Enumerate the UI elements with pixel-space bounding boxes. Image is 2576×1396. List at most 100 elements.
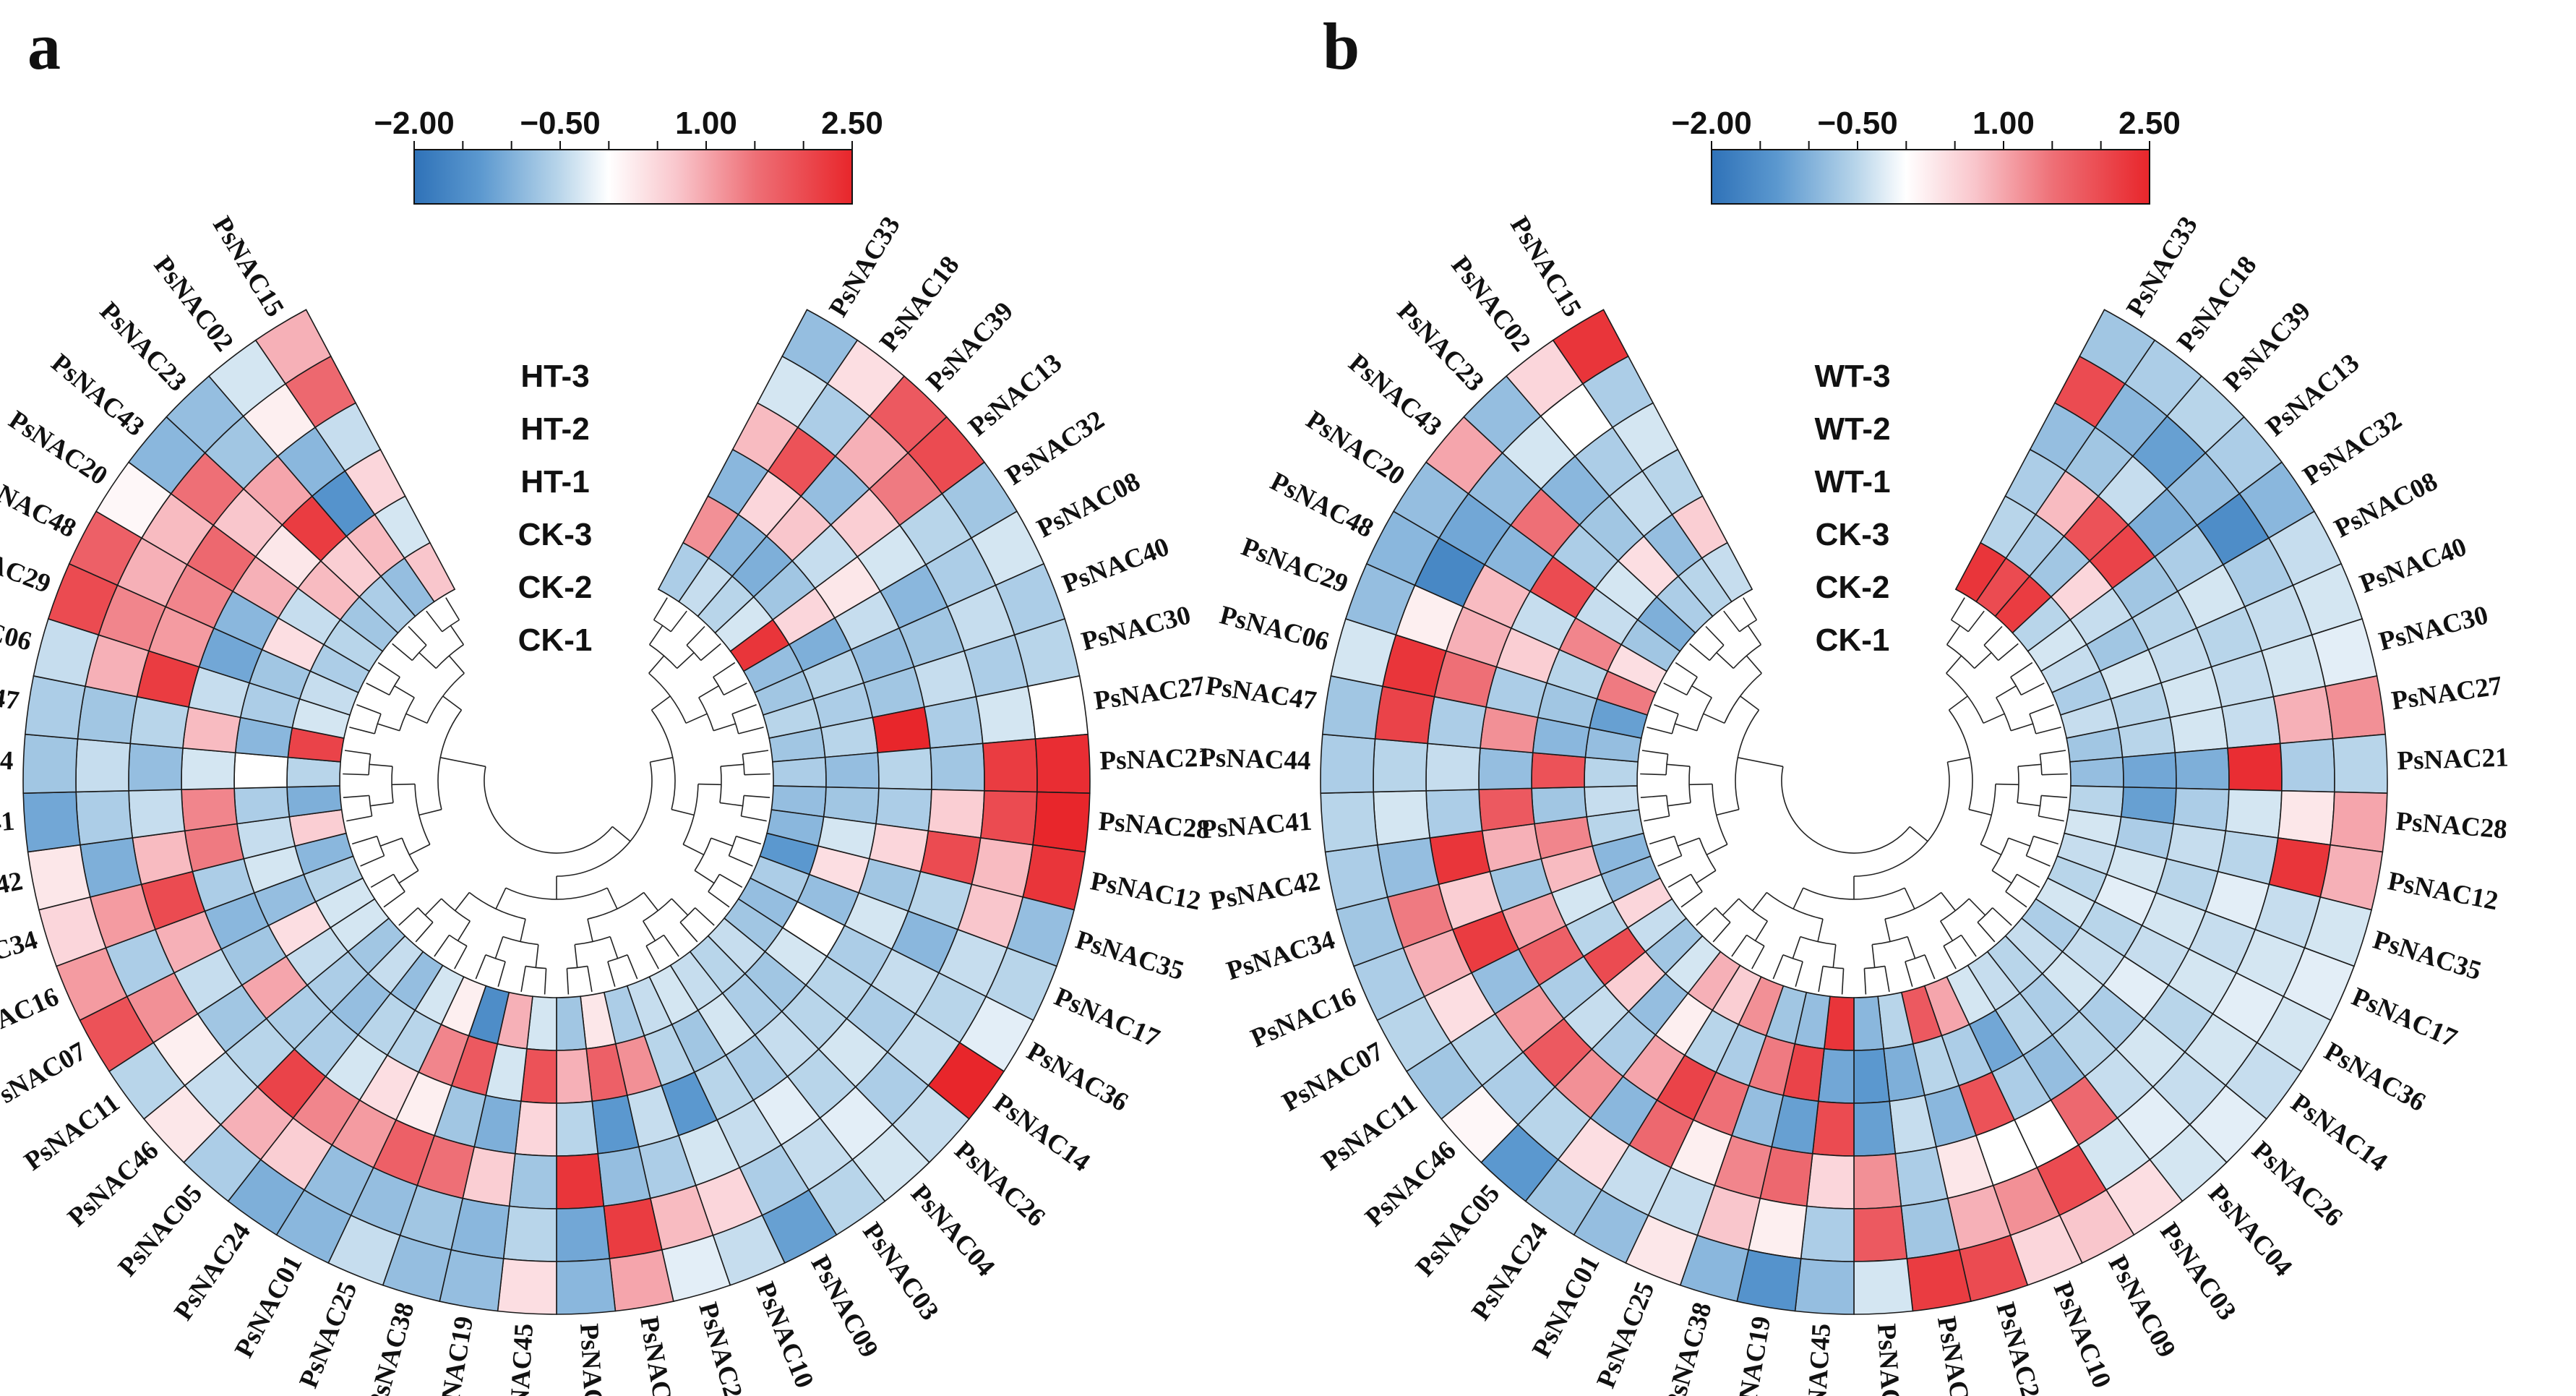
colorbar-tick-label: 2.50 (2118, 106, 2181, 141)
colorbar-tick-label: 2.50 (821, 106, 883, 141)
gene-label: PsNAC48 (0, 466, 81, 544)
heatmap-cell (254, 309, 332, 385)
heatmap-cell (2069, 756, 2124, 788)
heatmap-cell (2279, 738, 2335, 793)
heatmap-cell (1853, 1205, 1908, 1262)
heatmap-cell (1034, 733, 1091, 794)
heatmap-cell (1478, 747, 1534, 790)
heatmap-cell (556, 995, 588, 1051)
gene-label: PsNAC25 (1591, 1278, 1660, 1392)
gene-label: PsNAC03 (2154, 1217, 2242, 1326)
heatmap-cell (824, 752, 880, 789)
gene-label: PsNAC45 (1800, 1323, 1836, 1396)
heatmap-cell (975, 685, 1036, 745)
heatmap-cell (2324, 675, 2387, 740)
heatmap-cell (927, 789, 985, 839)
heatmap-cell (609, 1249, 674, 1312)
heatmap-cell (1853, 1258, 1914, 1315)
ring-label-ck-1: CK-1 (518, 622, 593, 658)
colorbar-tick-label: 1.00 (1972, 106, 2035, 141)
gene-label: PsNAC32 (2298, 405, 2407, 491)
heatmap-cell (181, 747, 236, 790)
ring-label-ht-2: HT-2 (520, 411, 589, 447)
gene-label: PsNAC01 (1527, 1251, 1606, 1363)
heatmap-cell (1853, 1100, 1897, 1157)
heatmap-cell (128, 789, 186, 839)
gene-label: PsNAC39 (2218, 296, 2317, 398)
heatmap-cell (1531, 786, 1588, 825)
gene-label: PsNAC31 (1931, 1314, 1979, 1396)
gene-label: PsNAC37 (1871, 1323, 1907, 1396)
dendrogram-a (343, 597, 770, 995)
heatmap-cell (982, 738, 1038, 793)
gene-label: PsNAC40 (2356, 532, 2470, 599)
gene-label: PsNAC33 (823, 211, 906, 322)
colorbar-tick-label: −2.00 (374, 106, 454, 141)
gene-label: PsNAC27 (1092, 671, 1206, 716)
gene-label: PsNAC35 (1072, 925, 1187, 987)
gene-label: PsNAC06 (1216, 600, 1332, 656)
gene-label: PsNAC38 (1659, 1299, 1718, 1396)
heatmap-cell (1321, 675, 1383, 740)
gene-label: PsNAC43 (1343, 348, 1448, 442)
gene-label: PsNAC23 (94, 296, 192, 398)
heatmap-cell (1906, 1249, 1972, 1312)
heatmap-cell (1800, 1205, 1855, 1262)
ring-label-ck-2: CK-2 (518, 570, 593, 605)
heatmap-panel-a: −2.00 −0.50 1.00 2.50 HT-3 HT-2 HT-1 CK-3 CK-2 CK… (0, 106, 1211, 1396)
heatmap-cell (2227, 742, 2283, 792)
heatmap-cell (1425, 789, 1483, 839)
colorbar-b (1712, 150, 2150, 204)
heatmap-cell (556, 1205, 611, 1262)
heatmap-cell (1853, 1048, 1891, 1104)
gene-label: PsNAC44 (1199, 742, 1311, 776)
colorbar-tick-label: −0.50 (1817, 106, 1897, 141)
heatmap-cell (2121, 752, 2177, 789)
gene-label: PsNAC32 (1000, 405, 1109, 491)
heatmap-cell (233, 786, 291, 825)
gene-label: PsNAC29 (1237, 532, 1352, 599)
ring-label-ht-1: HT-1 (520, 464, 589, 500)
heatmap-cell (24, 675, 86, 740)
heatmap-cell (556, 1152, 605, 1209)
heatmap-cell (929, 742, 985, 792)
heatmap-cell (1320, 791, 1378, 853)
heatmap-cell (556, 1100, 599, 1157)
gene-label: PsNAC02 (1445, 251, 1536, 357)
gene-label: PsNAC18 (2171, 251, 2262, 357)
gene-label: PsNAC02 (147, 251, 239, 357)
dendrogram-b (1640, 597, 2068, 995)
gene-label: PsNAC38 (361, 1299, 421, 1396)
ring-label-ck-3: CK-3 (518, 517, 593, 552)
heatmap-cell (75, 789, 134, 846)
gene-label: PsNAC41 (1200, 807, 1313, 845)
gene-label: PsNAC22 (692, 1299, 752, 1396)
heatmap-cell (128, 742, 184, 792)
heatmap-cell (1811, 1100, 1855, 1157)
heatmap-cell (979, 789, 1038, 846)
panel-letter-b: b (1323, 9, 1360, 83)
panel-letter-a: a (27, 9, 61, 83)
gene-label: PsNAC10 (2048, 1278, 2117, 1392)
ring-label-wt-3: WT-3 (1814, 359, 1890, 394)
heatmap-cell (502, 1205, 557, 1262)
heatmap-cells-a (22, 309, 1091, 1315)
heatmap-cell (497, 1258, 557, 1315)
heatmap-cell (181, 787, 238, 832)
gene-label: PsNAC46 (62, 1136, 164, 1233)
heatmap-cell (2174, 747, 2230, 790)
gene-label: PsNAC13 (963, 348, 1068, 442)
gene-label: PsNAC05 (113, 1179, 208, 1282)
gene-label: PsNAC40 (1058, 532, 1173, 599)
heatmap-cell (2277, 789, 2335, 846)
gene-label: PsNAC17 (2348, 982, 2462, 1053)
heatmap-cell (1478, 787, 1535, 832)
gene-label: PsNAC04 (905, 1179, 1000, 1282)
gene-label: PsNAC17 (1050, 982, 1164, 1053)
ring-label-ck-3: CK-3 (1816, 517, 1890, 552)
gene-label: PsNAC36 (1022, 1037, 1133, 1118)
gene-label: PsNAC08 (1032, 466, 1145, 544)
gene-label: PsNAC20 (1301, 405, 1410, 491)
gene-label: PsNAC48 (1266, 466, 1378, 544)
